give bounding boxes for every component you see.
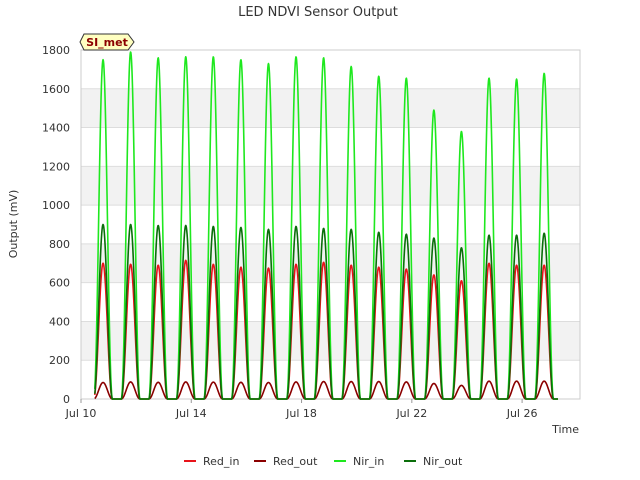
y-tick-label: 1200: [42, 160, 70, 173]
legend-label-nir-out: Nir_out: [423, 455, 463, 468]
x-axis-label: Time: [551, 423, 579, 436]
legend-label-red-in: Red_in: [203, 455, 239, 468]
y-axis-label: Output (mV): [7, 190, 20, 259]
series-line-nir-out: [93, 223, 559, 400]
x-axis: Jul 10 Jul 14 Jul 18 Jul 22 Jul 26: [65, 399, 538, 420]
x-tick-label: Jul 26: [506, 407, 538, 420]
y-tick-label: 1000: [42, 199, 70, 212]
y-tick-label: 400: [49, 315, 70, 328]
series-lines: [93, 51, 559, 400]
plot-band: [81, 88, 580, 128]
x-tick-label: Jul 22: [395, 407, 427, 420]
y-tick-label: 800: [49, 238, 70, 251]
site-badge-box: [79, 33, 135, 51]
chart-title: LED NDVI Sensor Output: [238, 5, 398, 20]
y-axis: 0 200 400 600 800 1000 1200 1400 1600 1800: [42, 44, 70, 406]
site-badge: SI_met: [79, 33, 135, 51]
legend-label-nir-in: Nir_in: [353, 455, 384, 468]
y-tick-label: 1600: [42, 83, 70, 96]
y-tick-label: 0: [63, 393, 70, 406]
series-line-red-out: [94, 380, 559, 400]
site-badge-text: SI_met: [86, 36, 128, 49]
y-tick-label: 1400: [42, 122, 70, 135]
y-tick-label: 1800: [42, 44, 70, 57]
y-tick-label: 600: [49, 277, 70, 290]
x-tick-label: Jul 10: [65, 407, 97, 420]
plot-band: [81, 166, 580, 206]
x-tick-label: Jul 14: [175, 407, 207, 420]
legend: Red_in Red_out Nir_in Nir_out: [184, 455, 463, 468]
plot-area: [80, 49, 581, 400]
x-tick-label: Jul 18: [285, 407, 317, 420]
legend-label-red-out: Red_out: [273, 455, 318, 468]
y-tick-label: 200: [49, 354, 70, 367]
